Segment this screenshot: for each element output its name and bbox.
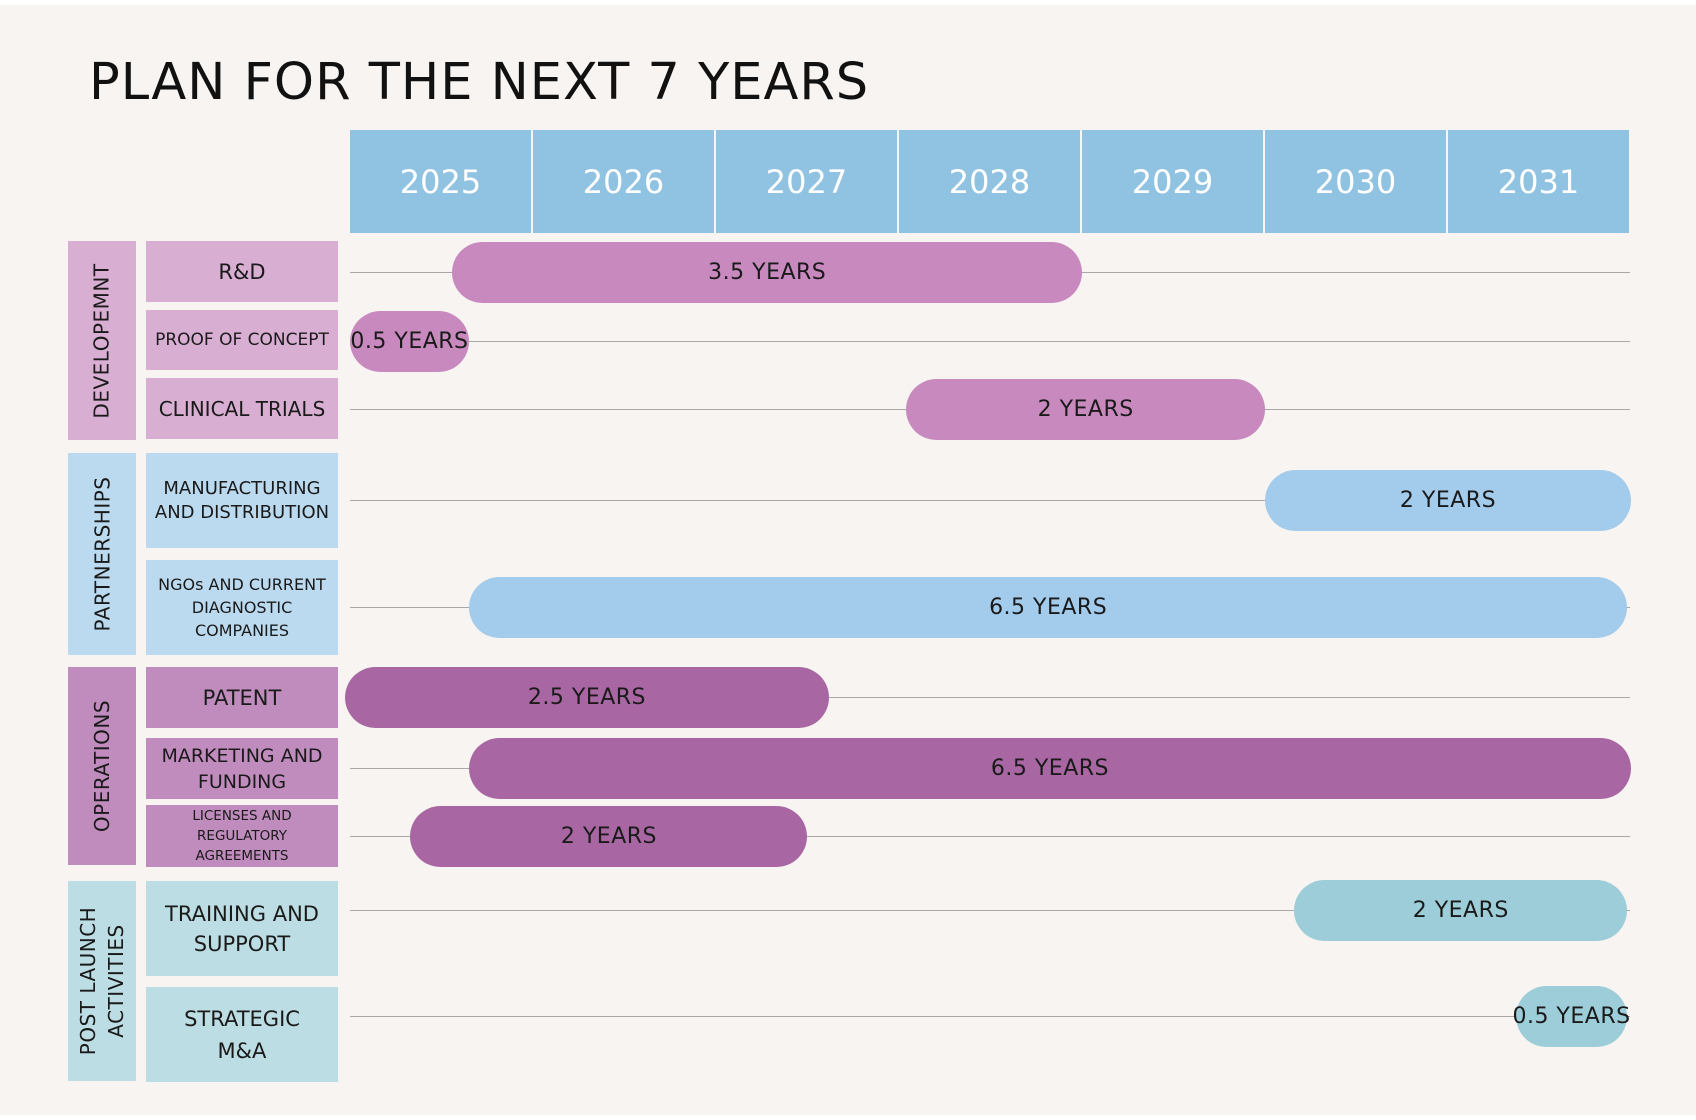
duration-bar: 3.5 YEARS <box>452 242 1082 303</box>
category-label: TRAINING AND SUPPORT <box>146 881 338 976</box>
category-label: MARKETING AND FUNDING <box>146 738 338 799</box>
year-cell-2031: 2031 <box>1448 130 1629 233</box>
group-label-text: POST LAUNCH ACTIVITIES <box>76 906 128 1056</box>
category-label: CLINICAL TRIALS <box>146 378 338 439</box>
duration-bar: 2 YEARS <box>1265 470 1631 531</box>
duration-bar: 2.5 YEARS <box>344 667 830 728</box>
group-label-text: DEVELOPEMNT <box>90 262 115 419</box>
year-cell-2025: 2025 <box>350 130 531 233</box>
category-label: NGOs AND CURRENT DIAGNOSTIC COMPANIES <box>146 560 338 655</box>
timeline-canvas: PLAN FOR THE NEXT 7 YEARS 2025 2026 2027 20… <box>0 5 1696 1115</box>
year-cell-2029: 2029 <box>1082 130 1263 233</box>
category-label: STRATEGIC M&A <box>146 987 338 1082</box>
year-cell-2028: 2028 <box>899 130 1080 233</box>
year-cell-2026: 2026 <box>533 130 714 233</box>
category-label: PATENT <box>146 667 338 728</box>
group-label-developemnt: DEVELOPEMNT <box>68 241 136 440</box>
group-label-operations: OPERATIONS <box>68 667 136 865</box>
category-label: R&D <box>146 241 338 302</box>
duration-bar: 2 YEARS <box>906 379 1265 440</box>
duration-bar: 2 YEARS <box>410 806 808 867</box>
row-guide-line <box>350 341 1630 342</box>
row-guide-line <box>350 1016 1630 1017</box>
duration-bar: 2 YEARS <box>1294 880 1628 941</box>
group-label-partnerships: PARTNERSHIPS <box>68 453 136 655</box>
group-label-text: OPERATIONS <box>90 699 115 833</box>
group-label-post-launch: POST LAUNCH ACTIVITIES <box>68 881 136 1081</box>
row-guide-line <box>350 836 1630 837</box>
category-label: LICENSES AND REGULATORY AGREEMENTS <box>146 805 338 867</box>
page-title: PLAN FOR THE NEXT 7 YEARS <box>89 53 870 112</box>
row-guide-line <box>350 697 1630 698</box>
row-guide-line <box>350 500 1630 501</box>
year-cell-2027: 2027 <box>716 130 897 233</box>
duration-bar: 0.5 YEARS <box>1512 986 1630 1047</box>
duration-bar: 6.5 YEARS <box>468 738 1631 799</box>
year-cell-2030: 2030 <box>1265 130 1446 233</box>
category-label: PROOF OF CONCEPT <box>146 310 338 370</box>
group-label-text: PARTNERSHIPS <box>90 476 115 632</box>
category-label: MANUFACTURING AND DISTRIBUTION <box>146 453 338 548</box>
row-guide-line <box>350 910 1630 911</box>
duration-bar: 0.5 YEARS <box>350 311 469 372</box>
duration-bar: 6.5 YEARS <box>468 577 1628 638</box>
